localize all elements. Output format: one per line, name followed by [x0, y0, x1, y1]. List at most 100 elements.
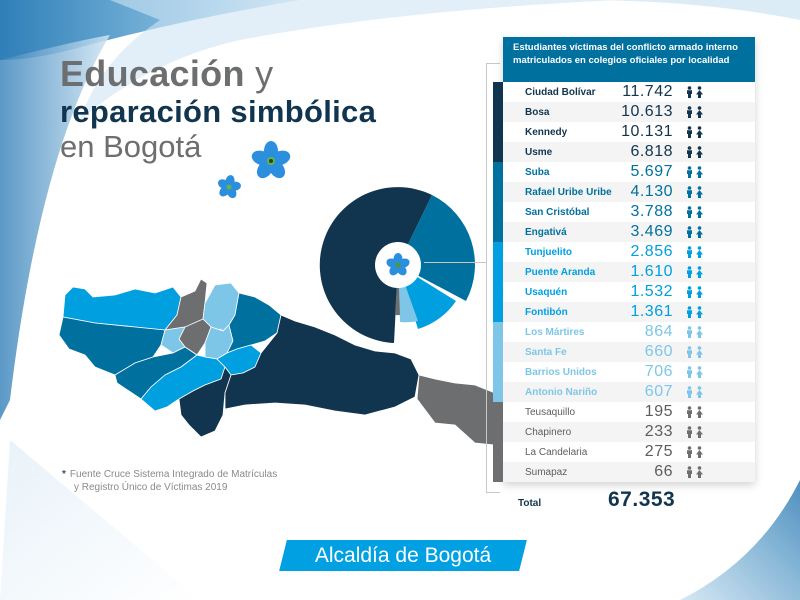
- pie-slice-group5: [395, 265, 400, 316]
- boy-icon: [687, 106, 692, 118]
- group-color-bar: [493, 322, 503, 342]
- locality-name: Barrios Unidos: [525, 366, 597, 378]
- group-color-bar: [493, 182, 503, 202]
- group-color-bar: [493, 462, 503, 482]
- boy-icon: [687, 226, 692, 238]
- list-item: Suba 5.697: [493, 162, 755, 182]
- locality-value: 4.130: [630, 183, 673, 200]
- locality-name: Rafael Uribe Uribe: [525, 186, 612, 198]
- group-color-bar: [493, 102, 503, 122]
- forget-me-not-flower-icon: [251, 141, 291, 179]
- list-item: Engativá 3.469: [493, 222, 755, 242]
- girl-icon: [696, 106, 703, 118]
- small-flower-icon: [217, 175, 241, 199]
- students-icon: [685, 406, 704, 418]
- locality-name: Usme: [525, 146, 553, 158]
- locality-name: Engativá: [525, 226, 567, 238]
- students-icon: [685, 426, 704, 438]
- list-item: Bosa 10.613: [493, 102, 755, 122]
- list-item: Chapinero 233: [493, 422, 755, 442]
- group-color-bar: [493, 282, 503, 302]
- group-color-bar: [493, 402, 503, 422]
- total-value: 67.353: [608, 488, 676, 511]
- students-icon: [685, 346, 704, 358]
- locality-value: 1.610: [630, 263, 673, 280]
- group-color-bar: [493, 302, 503, 322]
- students-icon: [685, 186, 704, 198]
- group-color-bar: [493, 142, 503, 162]
- girl-icon: [696, 266, 703, 278]
- locality-name: Sumapaz: [525, 466, 568, 478]
- locality-value: 1.532: [630, 283, 673, 300]
- locality-name: Suba: [525, 166, 550, 178]
- girl-icon: [696, 426, 703, 438]
- group-color-bar: [493, 122, 503, 142]
- locality-name: Puente Aranda: [525, 266, 596, 278]
- girl-icon: [696, 146, 703, 158]
- locality-name: Santa Fe: [525, 346, 567, 358]
- connector-line: [424, 262, 486, 263]
- locality-value: 3.469: [630, 223, 673, 240]
- locality-value: 5.697: [630, 163, 673, 180]
- locality-value: 11.742: [622, 83, 673, 100]
- boy-icon: [687, 86, 692, 98]
- girl-icon: [696, 86, 703, 98]
- locality-list: Ciudad Bolívar 11.742 Bosa 10.613 Kenned…: [493, 82, 755, 482]
- girl-icon: [696, 326, 703, 338]
- locality-value: 275: [644, 443, 673, 460]
- locality-name: Ciudad Bolívar: [525, 86, 596, 98]
- list-item: Los Mártires 864: [493, 322, 755, 342]
- boy-icon: [687, 346, 692, 358]
- locality-value: 195: [644, 403, 673, 420]
- girl-icon: [696, 206, 703, 218]
- boy-icon: [687, 206, 692, 218]
- boy-icon: [687, 186, 692, 198]
- boy-icon: [687, 466, 692, 478]
- boy-icon: [687, 326, 692, 338]
- girl-icon: [696, 406, 703, 418]
- title-bold: Educación: [60, 53, 245, 94]
- girl-icon: [696, 286, 703, 298]
- locality-name: Los Mártires: [525, 326, 585, 338]
- total-label: Total: [518, 498, 542, 509]
- group-color-bar: [493, 362, 503, 382]
- title-line1: Educación y: [60, 56, 376, 92]
- title-line2: reparación simbólica: [60, 94, 377, 129]
- students-icon: [685, 166, 704, 178]
- boy-icon: [687, 406, 692, 418]
- students-icon: [685, 366, 704, 378]
- group-color-bar: [493, 422, 503, 442]
- locality-name: Teusaquillo: [525, 406, 576, 418]
- list-item: Santa Fe 660: [493, 342, 755, 362]
- list-item: Ciudad Bolívar 11.742: [493, 82, 755, 102]
- group-color-bar: [493, 162, 503, 182]
- bracket-line: [486, 63, 500, 493]
- group-color-bar: [493, 202, 503, 222]
- boy-icon: [687, 146, 692, 158]
- boy-icon: [687, 306, 692, 318]
- locality-name: Fontibón: [525, 306, 568, 318]
- students-icon: [685, 266, 704, 278]
- locality-value: 10.131: [621, 123, 673, 140]
- boy-icon: [687, 426, 692, 438]
- boy-icon: [687, 246, 692, 258]
- boy-icon: [687, 446, 692, 458]
- girl-icon: [696, 126, 703, 138]
- locality-value: 6.818: [630, 143, 673, 160]
- locality-value: 660: [644, 343, 673, 360]
- locality-name: Chapinero: [525, 426, 572, 438]
- group-color-bar: [493, 82, 503, 102]
- locality-name: Bosa: [525, 106, 550, 118]
- students-icon: [685, 126, 704, 138]
- locality-value: 66: [654, 463, 673, 480]
- list-item: Puente Aranda 1.610: [493, 262, 755, 282]
- bogota-localities-map: [58, 278, 495, 445]
- list-item: Kennedy 10.131: [493, 122, 755, 142]
- boy-icon: [687, 386, 692, 398]
- panel-heading: Estudiantes víctimas del conflicto armad…: [503, 37, 755, 82]
- locality-value: 233: [644, 423, 673, 440]
- logo-text: Alcaldía de Bogotá: [314, 544, 492, 567]
- girl-icon: [696, 446, 703, 458]
- boy-icon: [687, 126, 692, 138]
